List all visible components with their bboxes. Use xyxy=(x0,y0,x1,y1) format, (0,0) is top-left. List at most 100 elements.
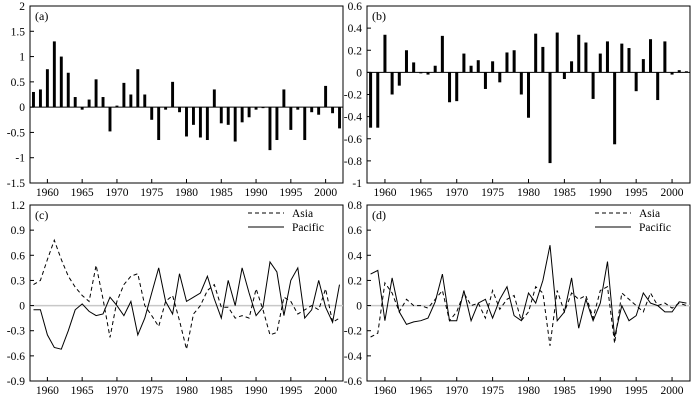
bar xyxy=(94,79,98,108)
bar xyxy=(219,107,223,124)
y-tick-label: 2 xyxy=(19,1,25,13)
bar xyxy=(178,107,182,113)
bar xyxy=(198,107,202,138)
bar xyxy=(254,107,258,110)
bar xyxy=(296,107,300,110)
bar xyxy=(275,107,279,141)
y-tick-label: 0.3 xyxy=(11,275,26,287)
y-tick-label: -0.6 xyxy=(7,351,25,363)
legend-label-asia: Asia xyxy=(292,208,313,220)
bar xyxy=(476,60,480,73)
bar xyxy=(150,107,154,120)
x-tick-label: 1985 xyxy=(210,187,233,199)
bar xyxy=(157,107,161,141)
panel-d: -0.6 -0.4 -0.2 0 0.2 0.4 0.6 0.8 1960 1965 1970 197… xyxy=(344,200,691,397)
x-tick-label: 1960 xyxy=(373,385,396,397)
bar xyxy=(404,50,408,73)
bar xyxy=(129,94,133,108)
bar xyxy=(663,41,667,73)
bar xyxy=(101,97,105,108)
bar xyxy=(505,52,509,73)
bar xyxy=(555,32,559,73)
x-tick-label: 2000 xyxy=(314,187,337,199)
x-tick-label: 1975 xyxy=(140,385,163,397)
bar xyxy=(649,39,653,73)
x-tick-label: 1960 xyxy=(36,187,59,199)
x-tick-label: 1990 xyxy=(589,187,612,199)
bar xyxy=(670,72,674,75)
bar xyxy=(390,72,394,95)
bar xyxy=(397,72,401,86)
x-tick-label: 1995 xyxy=(279,187,302,199)
panel-b: -1 -0.8 -0.6 -0.4 -0.2 0 0.2 0.4 0.6 1960 1965 1970… xyxy=(344,1,691,199)
bar xyxy=(512,50,516,73)
bar xyxy=(677,70,681,73)
bar xyxy=(483,72,487,89)
bar xyxy=(562,72,566,80)
bar xyxy=(164,107,168,110)
y-tick-label: -0.9 xyxy=(7,376,25,388)
y-tick-label: -0.6 xyxy=(344,376,362,388)
bar xyxy=(247,107,251,118)
x-tick-label: 1985 xyxy=(553,187,576,199)
bar xyxy=(143,94,147,108)
bar xyxy=(303,107,307,141)
bar xyxy=(577,34,581,73)
bar xyxy=(32,91,35,108)
y-tick-label: -0.2 xyxy=(344,326,362,338)
y-tick-label: 0 xyxy=(356,301,362,313)
x-tick-label: 1970 xyxy=(445,385,468,397)
y-tick-label: 0.6 xyxy=(11,250,26,262)
bar xyxy=(331,107,335,114)
bar xyxy=(122,82,126,108)
panel-label: (d) xyxy=(372,208,386,222)
bar xyxy=(534,33,538,73)
bar xyxy=(462,53,466,73)
bar xyxy=(171,81,175,108)
x-tick-label: 2000 xyxy=(314,385,337,397)
y-tick-label: 1.5 xyxy=(11,26,26,38)
x-tick-label: 1960 xyxy=(373,187,396,199)
x-tick-label: 1995 xyxy=(279,385,302,397)
bar xyxy=(605,41,609,73)
x-tick-label: 1965 xyxy=(71,187,94,199)
y-tick-label: -0.8 xyxy=(344,156,362,168)
plot-frame xyxy=(29,5,344,184)
legend-label-pacific: Pacific xyxy=(639,222,671,234)
x-tick-label: 1975 xyxy=(140,187,163,199)
bar xyxy=(212,89,216,108)
y-tick-label: 1.2 xyxy=(11,200,26,212)
bar xyxy=(541,46,545,73)
y-tick-label: 0 xyxy=(19,301,25,313)
bar xyxy=(526,72,531,118)
x-tick-label: 1970 xyxy=(445,187,468,199)
y-tick-label: 0.2 xyxy=(348,275,363,287)
y-tick-label: -0.2 xyxy=(344,90,362,102)
bar xyxy=(419,72,423,74)
bar xyxy=(45,69,49,108)
series-line-pacific xyxy=(370,245,687,338)
bar xyxy=(261,107,265,109)
bar xyxy=(412,62,416,73)
bar xyxy=(317,107,321,115)
y-tick-label: -0.4 xyxy=(344,351,362,363)
x-tick-label: 2000 xyxy=(661,385,684,397)
x-tick-label: 1965 xyxy=(409,187,432,199)
bar xyxy=(115,105,119,108)
bar xyxy=(426,72,430,75)
y-tick-label: 0 xyxy=(356,67,362,79)
bar xyxy=(570,61,574,73)
bar xyxy=(233,107,237,142)
x-tick-label: 2000 xyxy=(661,187,684,199)
panel-a: -1.5 -1 -0.5 0 0.5 1 1.5 2 1960 1965 1970 1975 1980 1… xyxy=(7,1,344,199)
bar xyxy=(226,107,230,125)
y-tick-label: 0.4 xyxy=(348,250,363,262)
bar xyxy=(369,72,373,128)
bar xyxy=(455,72,459,102)
panel-label: (a) xyxy=(35,9,48,23)
legend-label-asia: Asia xyxy=(639,208,660,220)
y-tick-label: -0.4 xyxy=(344,112,362,124)
bar xyxy=(205,107,209,141)
x-tick-label: 1970 xyxy=(105,187,128,199)
